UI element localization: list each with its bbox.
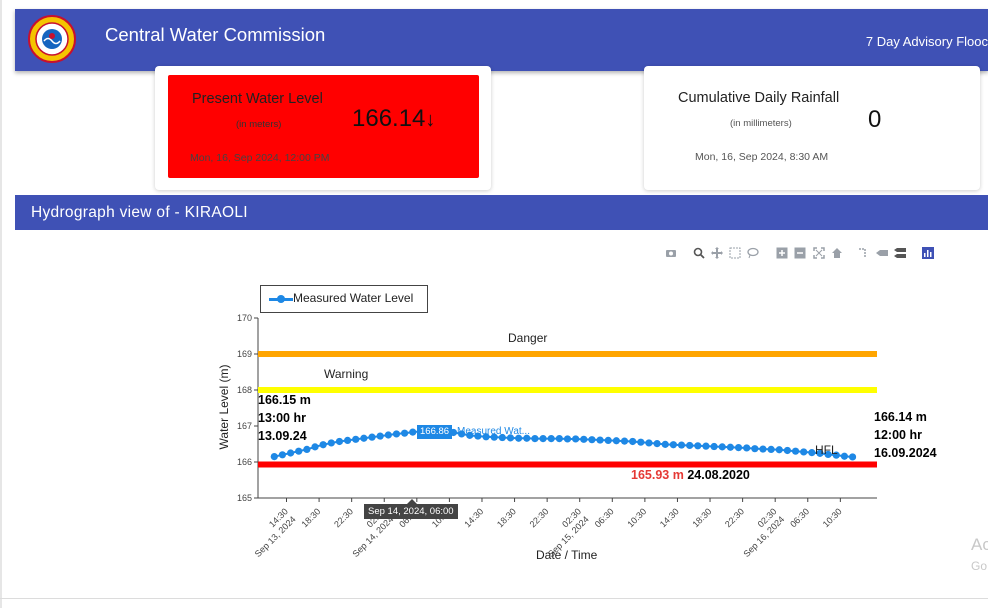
plot-modebar	[196, 243, 939, 263]
app-header: Central Water Commission 7 Day Advisory …	[15, 9, 988, 71]
pan-icon[interactable]	[711, 247, 723, 259]
hydrograph-title: Hydrograph view of - KIRAOLI	[31, 204, 248, 221]
zoom-icon[interactable]	[693, 247, 705, 259]
page-edge	[0, 0, 2, 608]
start-level: 166.15 m	[258, 393, 311, 407]
rainfall-card: Cumulative Daily Rainfall (in millimeter…	[644, 66, 980, 190]
legend-marker-swatch	[277, 295, 285, 303]
water-level-value: 166.14↓	[352, 105, 435, 133]
watermark-activate: Ac	[971, 535, 988, 554]
cwc-logo[interactable]	[28, 14, 76, 64]
camera-icon[interactable]	[665, 247, 677, 259]
y-axis-title: Water Level (m)	[217, 364, 231, 450]
down-arrow-icon: ↓	[425, 109, 436, 131]
start-annotation: 166.15 m 13:00 hr 13.09.24	[258, 391, 311, 445]
legend-label: Measured Water Level	[293, 291, 414, 305]
end-annotation: 166.14 m 12:00 hr 16.09.2024	[874, 408, 937, 462]
water-level-title: Present Water Level	[192, 91, 323, 107]
hover-x-pointer	[407, 499, 417, 504]
advisory-link[interactable]: 7 Day Advisory Flooc	[865, 34, 988, 49]
chart-legend[interactable]: Measured Water Level	[260, 285, 428, 313]
hover-series-label: Measured Wat...	[457, 426, 530, 437]
rainfall-value: 0	[868, 106, 882, 133]
start-time: 13:00 hr	[258, 411, 306, 425]
rainfall-timestamp: Mon, 16, Sep 2024, 8:30 AM	[695, 151, 829, 163]
water-level-panel: Present Water Level (in meters) 166.14↓ …	[168, 75, 479, 178]
hover-compare-icon[interactable]	[894, 247, 906, 259]
x-axis-title: Date / Time	[536, 548, 598, 562]
reset-axes-icon[interactable]	[831, 247, 843, 259]
rainfall-title: Cumulative Daily Rainfall	[678, 90, 840, 106]
zoom-in-icon[interactable]	[776, 247, 788, 259]
end-date: 16.09.2024	[874, 446, 937, 460]
water-level-timestamp: Mon, 16, Sep 2024, 12:00 PM	[190, 152, 330, 164]
water-level-number: 166.14	[352, 105, 426, 132]
zoom-out-icon[interactable]	[794, 247, 806, 259]
end-time: 12:00 hr	[874, 428, 922, 442]
rainfall-unit: (in millimeters)	[730, 118, 792, 129]
warning-label: Warning	[324, 367, 369, 381]
danger-label: Danger	[508, 331, 548, 345]
hfl-date: 24.08.2020	[687, 468, 750, 482]
water-level-unit: (in meters)	[236, 119, 282, 130]
plotly-logo-icon[interactable]	[922, 247, 934, 259]
bottom-divider	[0, 598, 988, 599]
app-title: Central Water Commission	[105, 24, 326, 45]
hfl-label: HFL	[815, 443, 838, 457]
start-date: 13.09.24	[258, 429, 307, 443]
spike-lines-icon[interactable]	[858, 247, 870, 259]
watermark-goto: Go	[971, 559, 988, 573]
hover-x-label: Sep 14, 2024, 06:00	[364, 504, 458, 519]
end-level: 166.14 m	[874, 410, 927, 424]
hfl-value: 165.93 m	[631, 468, 684, 482]
hover-value-label: 166.86	[417, 425, 453, 439]
lasso-select-icon[interactable]	[747, 247, 759, 259]
hfl-annotation: 165.93 m 24.08.2020	[631, 466, 750, 484]
hover-closest-icon[interactable]	[876, 247, 888, 259]
autoscale-icon[interactable]	[813, 247, 825, 259]
box-select-icon[interactable]	[729, 247, 741, 259]
hydrograph-section-bar: Hydrograph view of - KIRAOLI	[15, 195, 988, 230]
